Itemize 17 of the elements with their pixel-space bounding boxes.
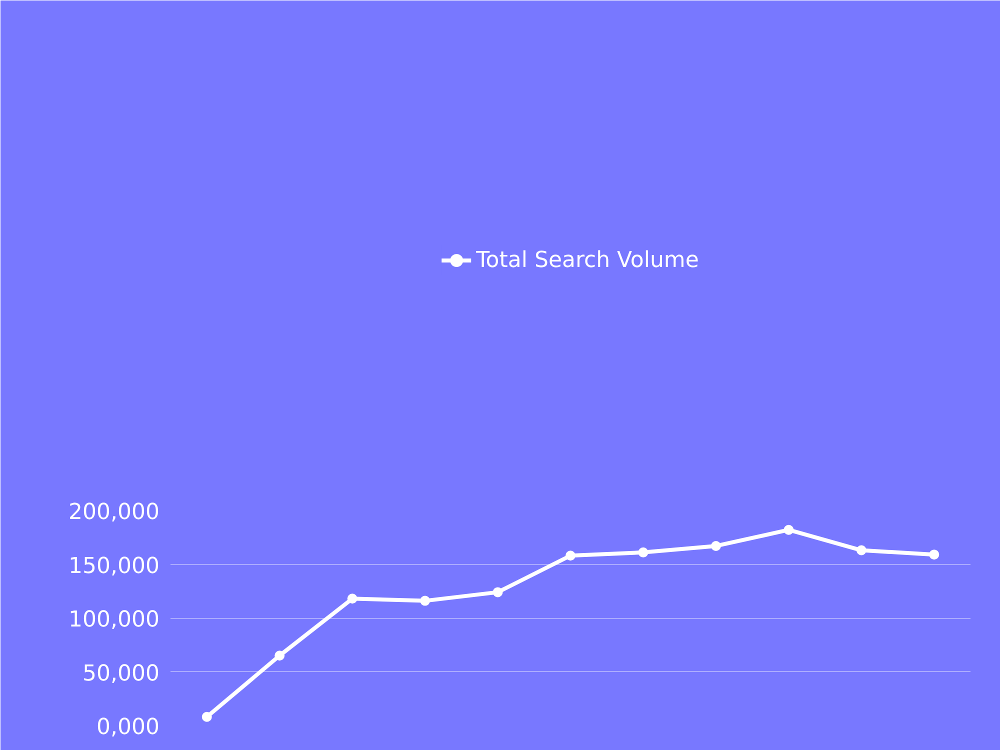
point <box>784 524 794 535</box>
y-tick-label: 100,000 <box>68 608 160 632</box>
point <box>202 712 212 722</box>
y-tick-label: 50,000 <box>82 661 160 686</box>
point <box>710 540 721 551</box>
point <box>638 547 648 558</box>
legend-label: Total Search Volume <box>476 248 699 272</box>
y-tick-label: 200,000 <box>68 500 160 525</box>
point <box>929 550 940 560</box>
point <box>420 596 430 606</box>
point <box>566 550 576 561</box>
point <box>347 594 358 604</box>
point <box>492 587 503 598</box>
point <box>856 545 866 556</box>
point <box>274 650 285 661</box>
y-tick-label: 0,000 <box>96 715 160 740</box>
y-tick-label: 150,000 <box>68 554 160 579</box>
